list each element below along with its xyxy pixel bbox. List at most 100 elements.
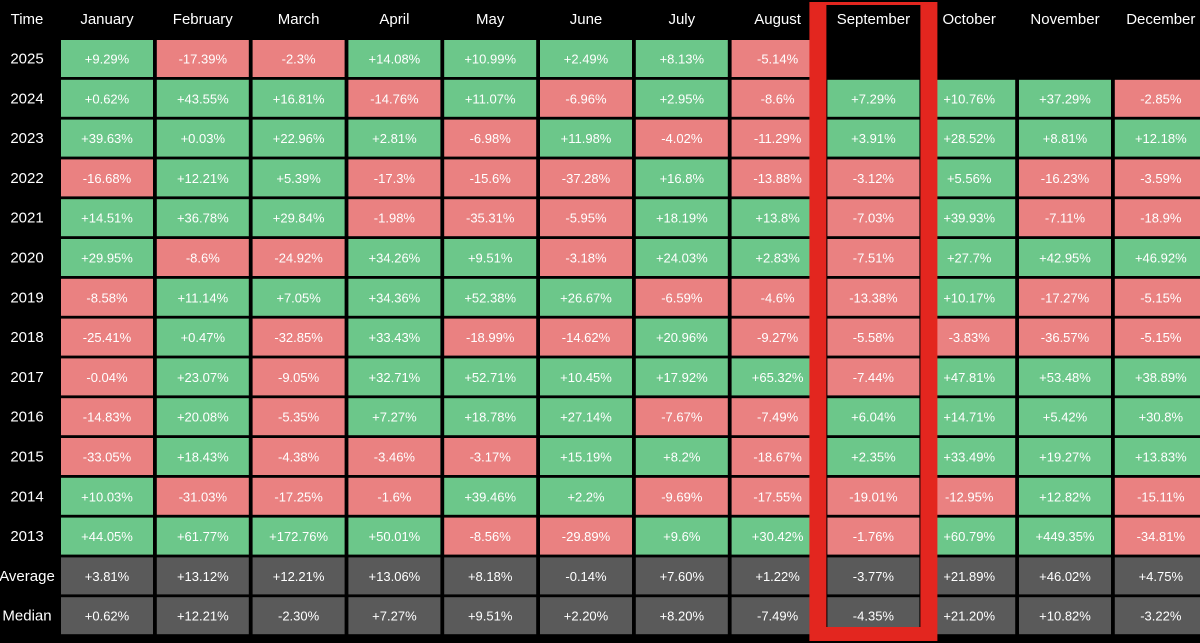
cell-value-2018-october: -3.83%	[949, 330, 991, 345]
cell-value-2022-july: +16.8%	[660, 171, 705, 186]
cell-value-average-may: +8.18%	[468, 569, 513, 584]
cell-average-may	[444, 557, 537, 595]
cell-value-average-february: +13.12%	[177, 569, 229, 584]
cell-2014-july	[635, 477, 728, 515]
cell-value-2023-august: -11.29%	[754, 131, 802, 146]
cell-2016-october	[923, 398, 1016, 436]
cell-2014-december	[1114, 477, 1200, 515]
cell-2019-february	[156, 278, 249, 316]
cell-median-may	[444, 597, 537, 635]
cell-2020-september	[827, 239, 920, 276]
table-row-2017: 2017 -0.04% +23.07% -9.05% +32.71% +52.71% +10…	[10, 358, 1200, 396]
cell-2024-september	[827, 79, 920, 117]
cell-average-november	[1019, 557, 1111, 595]
row-label-2020: 2020	[10, 250, 43, 267]
cell-value-2015-july: +8.2%	[663, 450, 701, 465]
table-row-2020: 2020 +29.95% -8.6% -24.92% +34.26% +9.51% -3.1…	[10, 239, 1200, 276]
table-row-average: Average +3.81% +13.12% +12.21% +13.06% +8.18%…	[0, 557, 1200, 595]
cell-2022-july	[635, 159, 728, 197]
cell-value-2015-november: +19.27%	[1039, 450, 1091, 465]
cell-2015-october	[923, 438, 1016, 475]
cell-value-2017-january: -0.04%	[86, 370, 128, 385]
cell-average-june	[540, 557, 632, 595]
column-header-april: April	[379, 11, 409, 28]
cell-value-2016-january: -14.83%	[83, 410, 132, 425]
cell-2017-january	[61, 358, 153, 396]
cell-2015-january	[61, 438, 153, 475]
cell-median-july	[635, 597, 728, 635]
cell-value-2018-february: +0.47%	[181, 330, 226, 345]
cell-2024-november	[1019, 79, 1111, 117]
cell-value-median-november: +10.82%	[1039, 609, 1091, 624]
cell-value-2019-march: +7.05%	[276, 290, 321, 305]
cell-value-2014-july: -9.69%	[661, 489, 703, 504]
cell-value-2015-february: +18.43%	[177, 450, 229, 465]
cell-2013-august	[731, 517, 824, 555]
cell-2022-january	[61, 159, 153, 197]
cell-2015-february	[156, 438, 249, 475]
cell-2019-july	[635, 278, 728, 316]
cell-average-december	[1114, 557, 1200, 595]
cell-value-2022-may: -15.6%	[470, 171, 512, 186]
cell-2018-december	[1114, 318, 1200, 356]
cell-2021-april	[348, 199, 441, 237]
cell-value-2020-april: +34.26%	[369, 251, 421, 266]
cell-2016-november	[1019, 398, 1111, 436]
row-label-2013: 2013	[10, 528, 43, 545]
cell-2023-february	[156, 119, 249, 157]
cell-2025-march	[252, 40, 345, 77]
cell-value-2022-january: -16.68%	[83, 171, 132, 186]
cell-value-2013-april: +50.01%	[369, 529, 421, 544]
cell-value-2018-november: -36.57%	[1041, 330, 1090, 345]
cell-2013-february	[156, 517, 249, 555]
cell-value-2023-july: -4.02%	[661, 131, 703, 146]
cell-value-2021-april: -1.98%	[374, 211, 416, 226]
cell-value-2023-may: -6.98%	[470, 131, 512, 146]
cell-2019-september	[827, 278, 920, 316]
row-label-2018: 2018	[10, 329, 43, 346]
cell-value-2014-may: +39.46%	[464, 489, 516, 504]
table-row-2023: 2023 +39.63% +0.03% +22.96% +2.81% -6.98% +11.…	[10, 119, 1200, 157]
cell-2021-september	[827, 199, 920, 237]
column-header-september: September	[837, 11, 910, 28]
cell-value-average-october: +21.89%	[943, 569, 995, 584]
cell-median-november	[1019, 597, 1111, 635]
cell-2021-august	[731, 199, 824, 237]
cell-value-2025-may: +10.99%	[464, 52, 516, 67]
cell-2013-september	[827, 517, 920, 555]
cell-2021-may	[444, 199, 537, 237]
cell-2016-july	[635, 398, 728, 436]
cell-2024-february	[156, 79, 249, 117]
cell-2024-october	[923, 79, 1016, 117]
cell-2016-january	[61, 398, 153, 436]
cell-2019-december	[1114, 278, 1200, 316]
cell-2019-june	[540, 278, 632, 316]
cell-2025-july	[635, 40, 728, 77]
cell-2022-june	[540, 159, 632, 197]
cell-value-2024-november: +37.29%	[1039, 91, 1091, 106]
cell-value-2025-april: +14.08%	[369, 52, 421, 67]
cell-value-2024-december: -2.85%	[1140, 91, 1182, 106]
cell-value-2016-march: -5.35%	[278, 410, 320, 425]
column-header-february: February	[173, 11, 234, 28]
cell-2019-january	[61, 278, 153, 316]
cell-value-2021-september: -7.03%	[853, 211, 895, 226]
cell-2016-june	[540, 398, 632, 436]
cell-2015-november	[1019, 438, 1111, 475]
cell-value-median-june: +2.20%	[564, 609, 609, 624]
cell-value-2014-february: -31.03%	[179, 489, 228, 504]
cell-value-2017-october: +47.81%	[943, 370, 995, 385]
cell-value-2018-june: -14.62%	[562, 330, 611, 345]
cell-value-median-may: +9.51%	[468, 609, 513, 624]
cell-value-2024-august: -8.6%	[761, 91, 795, 106]
cell-value-2020-november: +42.95%	[1039, 251, 1091, 266]
cell-value-median-july: +8.20%	[660, 609, 705, 624]
cell-2018-january	[61, 318, 153, 356]
cell-value-2014-november: +12.82%	[1039, 489, 1091, 504]
cell-value-2022-october: +5.56%	[947, 171, 992, 186]
cell-value-2016-september: +6.04%	[851, 410, 896, 425]
cell-2023-december	[1114, 119, 1200, 157]
cell-2018-june	[540, 318, 632, 356]
cell-2024-august	[731, 79, 824, 117]
cell-value-2013-december: -34.81%	[1137, 529, 1186, 544]
